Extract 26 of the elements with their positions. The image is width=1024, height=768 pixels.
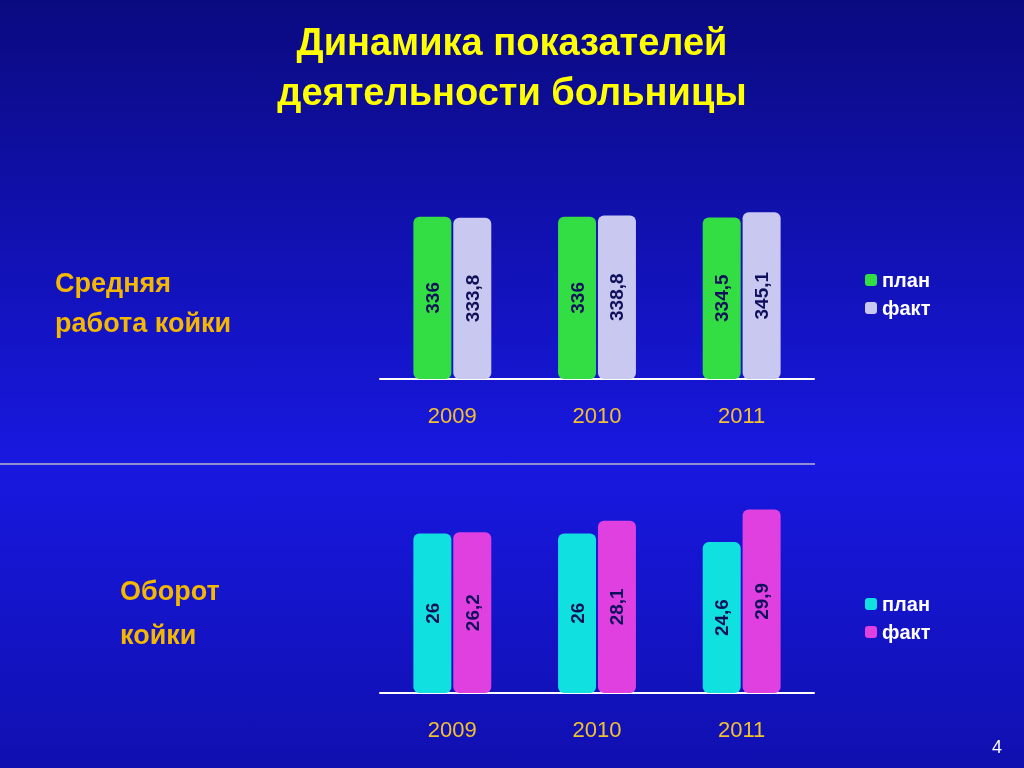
data-label: 333,8: [461, 274, 483, 323]
chart-title: Динамика показателей деятельности больницы: [277, 21, 747, 113]
text: Оборот койки: [120, 576, 220, 650]
data-label: 336: [421, 282, 443, 314]
text: 4: [991, 737, 1002, 757]
data-label: 29,9: [751, 582, 773, 620]
data-label: 24,6: [711, 599, 733, 637]
x-tick-label: 2011: [718, 402, 766, 428]
x-tick-label: 2010: [572, 402, 622, 428]
data-label: 26: [421, 602, 443, 624]
data-label: 345,1: [751, 271, 773, 320]
data-label: 334,5: [711, 274, 733, 323]
data-label: 336: [566, 282, 588, 314]
x-tick-label: 2009: [427, 716, 477, 742]
legend-label: план: [882, 269, 930, 291]
text: Средняя работа койки: [55, 268, 232, 338]
x-tick-label: 2010: [572, 716, 622, 742]
data-label: 26,2: [461, 594, 483, 632]
data-label: 338,8: [606, 273, 628, 321]
x-tick-label: 2009: [427, 402, 477, 428]
legend-label: план: [882, 593, 930, 615]
legend-label: факт: [882, 297, 931, 319]
x-tick-label: 2011: [718, 716, 766, 742]
data-label: 26: [566, 602, 588, 624]
legend-label: факт: [882, 621, 931, 643]
data-label: 28,1: [606, 587, 628, 626]
